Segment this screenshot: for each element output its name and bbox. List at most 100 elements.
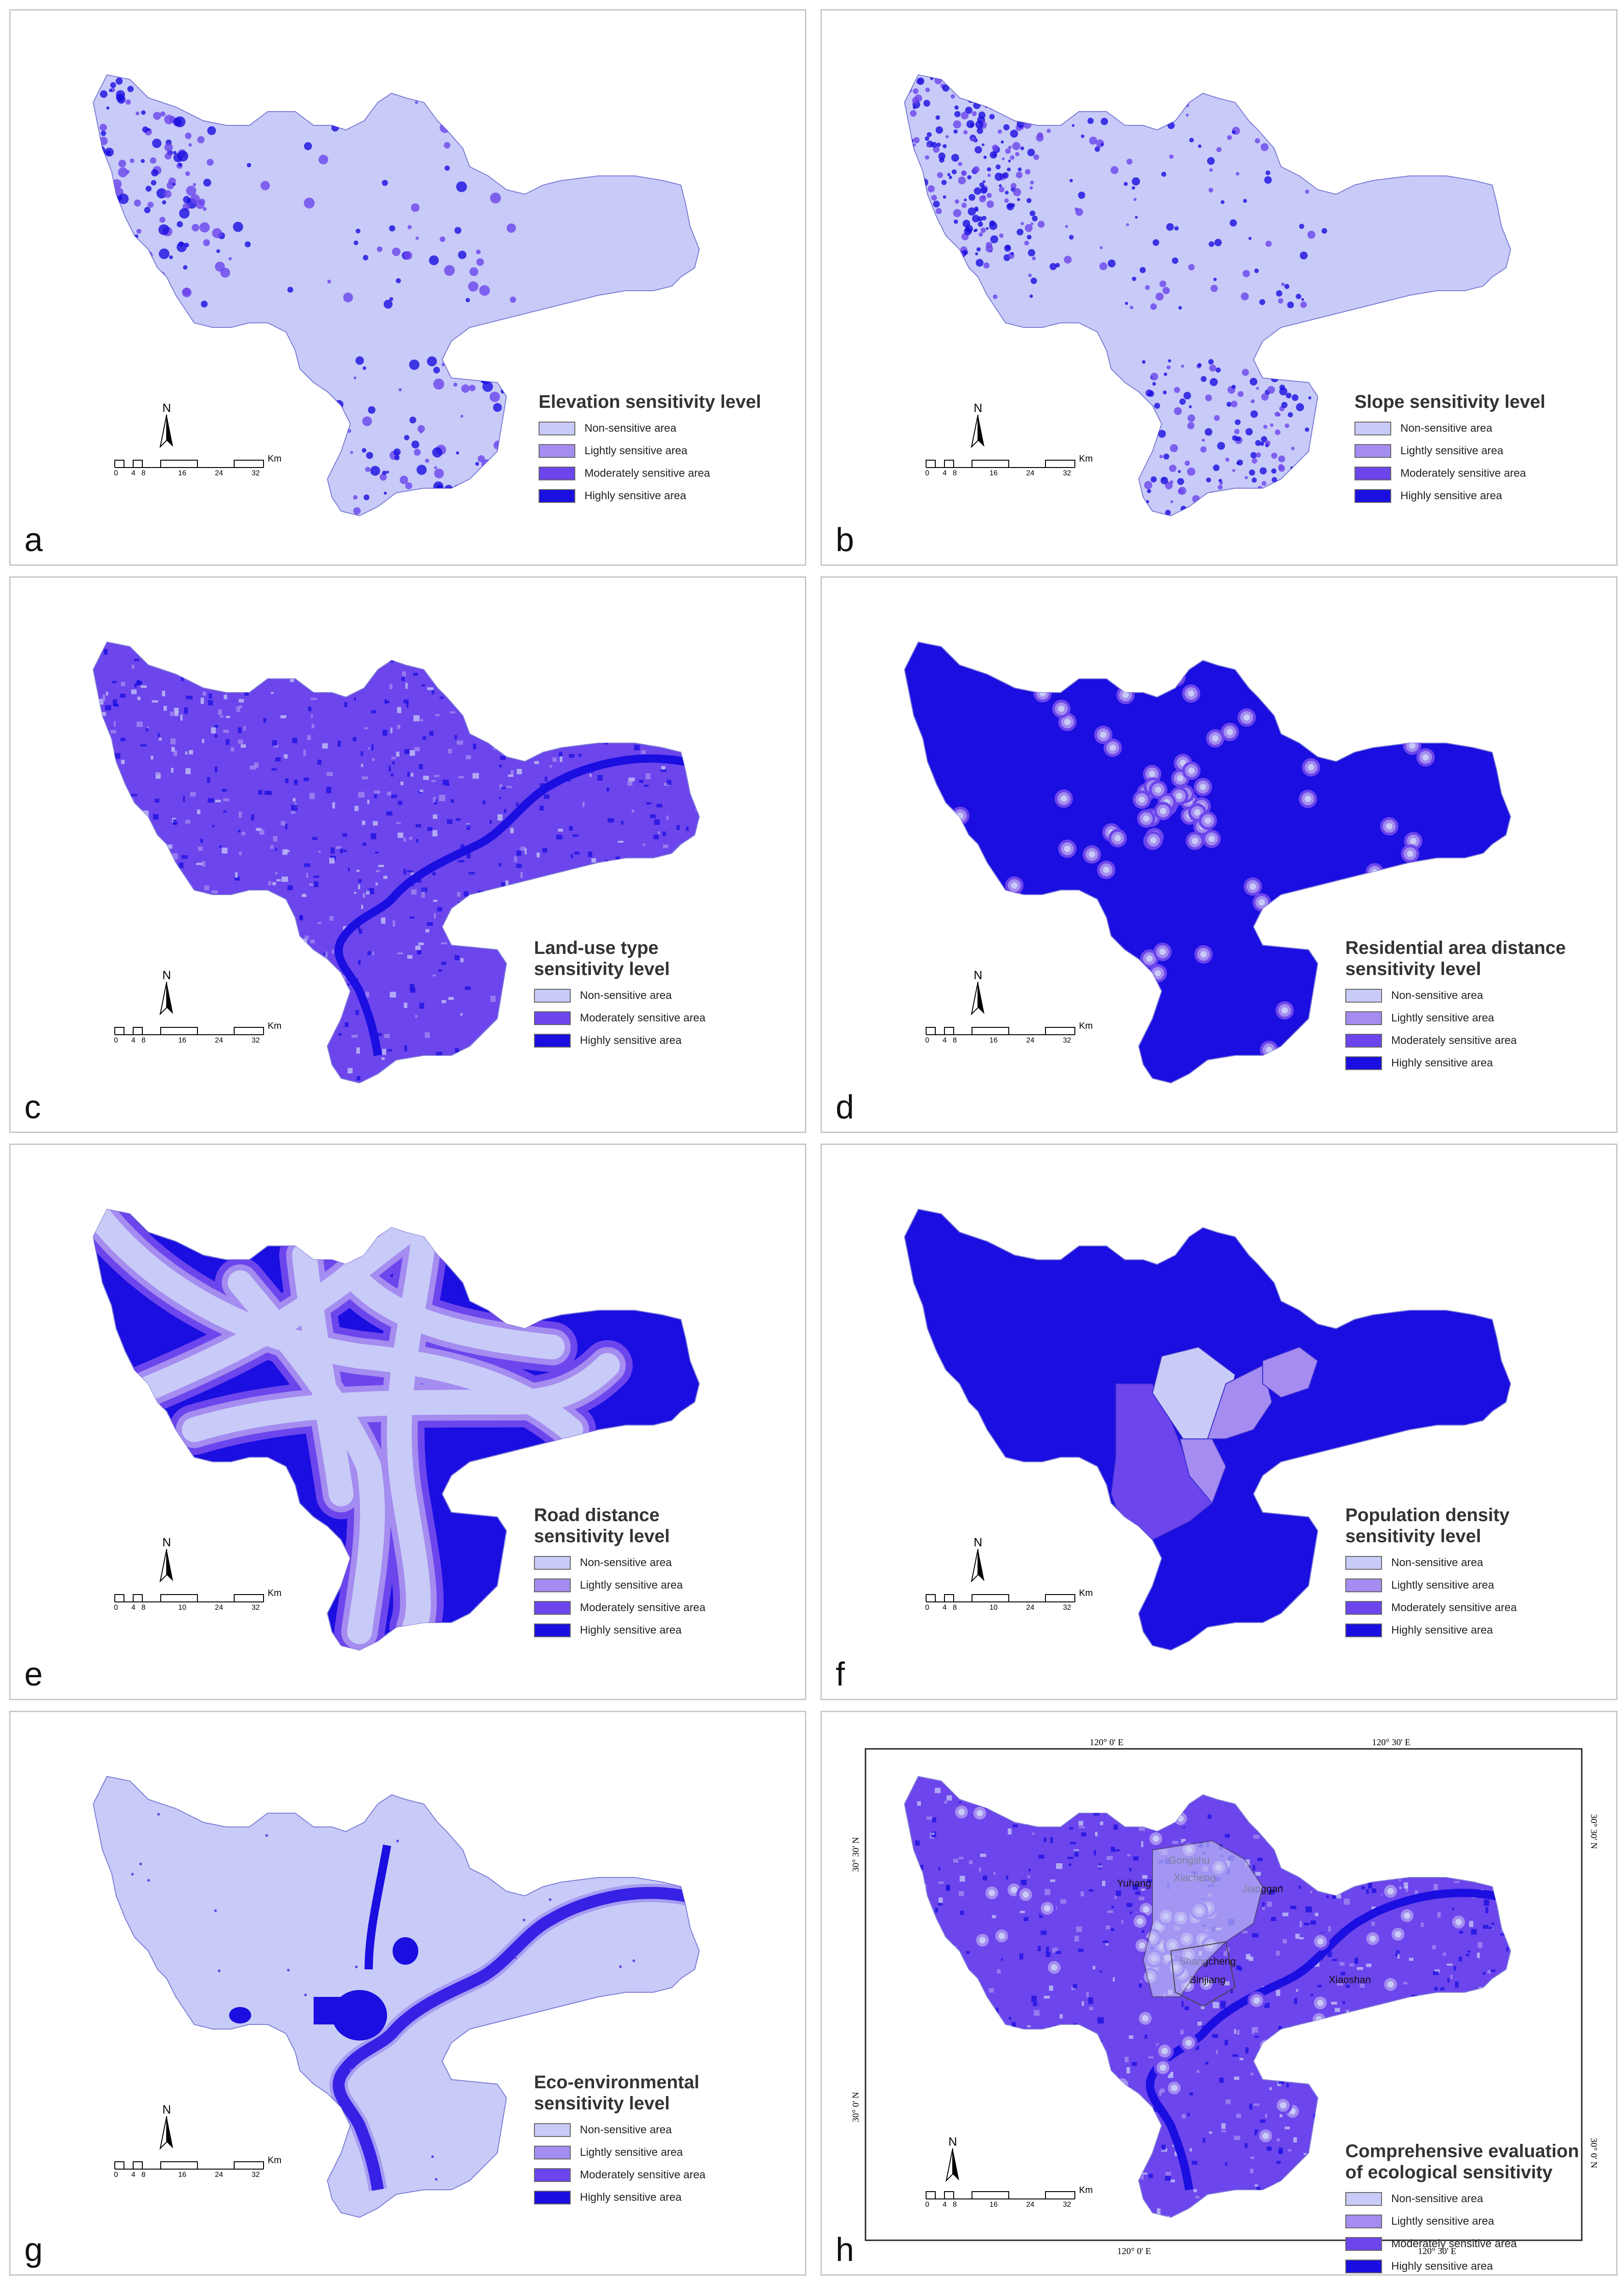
legend-item: Highly sensitive area: [1345, 1619, 1602, 1641]
scale-unit: Km: [1079, 454, 1093, 464]
north-arrow-icon: N: [157, 2103, 176, 2153]
scale-tick-label: 16: [989, 1037, 998, 1044]
scale-tick-label: 24: [1026, 469, 1034, 477]
scale-tick-label: 24: [1026, 2201, 1034, 2209]
scale-tick-label: 24: [215, 2171, 223, 2179]
panel-letter: f: [836, 1656, 845, 1693]
legend-item: Lightly sensitive area: [1354, 440, 1612, 462]
legend-label: Non-sensitive area: [584, 422, 677, 434]
north-arrow-icon: N: [157, 968, 176, 1019]
study-area-boundary: [904, 74, 1512, 517]
scale-tick-label: 8: [953, 1037, 957, 1044]
scale-unit: Km: [1079, 1021, 1093, 1031]
legend-title: Land-use type sensitivity level: [534, 938, 670, 979]
scale-bar: Km 0 4 8 10 24 32: [114, 1588, 320, 1616]
legend-title: Residential area distance sensitivity lev…: [1345, 938, 1566, 979]
scale-tick-label: 24: [215, 469, 223, 477]
scale-tick-label: 8: [141, 469, 146, 477]
scale-tick-label: 8: [141, 1037, 146, 1044]
district-label: Binjiang: [1190, 1974, 1225, 1985]
scale-tick-label: 0: [925, 2201, 929, 2209]
scale-tick-label: 16: [989, 469, 998, 477]
longitude-label: 120° 30' E: [1418, 2246, 1456, 2256]
legend-item: Lightly sensitive area: [1345, 1574, 1602, 1596]
legend-item: Lightly sensitive area: [534, 1574, 791, 1596]
legend-swatch: [1345, 988, 1382, 1003]
scale-bar: Km 0 4 8 16 24 32: [114, 1021, 320, 1048]
legend-label: Highly sensitive area: [1391, 2260, 1493, 2272]
legend-item: Highly sensitive area: [1345, 2255, 1602, 2277]
legend-item: Non-sensitive area: [534, 1551, 791, 1574]
scale-tick-label: 8: [953, 1604, 957, 1612]
legend-item: Non-sensitive area: [534, 984, 791, 1007]
latitude-label: 30° 0' N: [851, 2092, 861, 2122]
legend-label: Moderately sensitive area: [580, 1601, 706, 1614]
map-b: [904, 74, 1512, 517]
scale-tick-label: 4: [943, 1604, 947, 1612]
legend-swatch: [534, 1578, 571, 1592]
panel-letter: d: [836, 1089, 854, 1126]
legend-label: Moderately sensitive area: [1391, 1034, 1517, 1047]
north-arrow-icon: N: [969, 1535, 987, 1586]
legend-item: Highly sensitive area: [539, 485, 796, 507]
legend-swatch: [539, 444, 575, 458]
legend-title: Comprehensive evaluation of ecological se…: [1345, 2141, 1579, 2182]
scale-tick-label: 0: [114, 1604, 118, 1612]
latitude-label: 30° 30' N: [851, 1837, 861, 1872]
legend-item: Moderately sensitive area: [534, 1596, 791, 1619]
scale-unit: Km: [1079, 1588, 1093, 1598]
legend-swatch: [534, 2190, 571, 2204]
legend: Population density sensitivity level Non-s…: [1345, 1505, 1602, 1641]
scale-bar: Km 0 4 8 16 24 32: [114, 2155, 320, 2183]
legend-swatch: [534, 1033, 571, 1048]
scale-tick-label: 8: [141, 2171, 146, 2179]
scale-tick-label: 24: [1026, 1037, 1034, 1044]
panel-letter: b: [836, 522, 854, 558]
scale-tick-label: 0: [114, 469, 118, 477]
legend-label: Moderately sensitive area: [580, 1011, 706, 1024]
map-c: [92, 641, 700, 1084]
longitude-label: 120° 0' E: [1090, 1737, 1124, 1747]
legend-swatch: [534, 1601, 571, 1615]
legend-item: Non-sensitive area: [1345, 2187, 1602, 2210]
legend-title: Slope sensitivity level: [1354, 392, 1545, 412]
legend: Residential area distance sensitivity lev…: [1345, 937, 1602, 1074]
map-a: [92, 74, 700, 517]
scale-tick-label: 32: [252, 469, 260, 477]
scale-tick-label: 10: [989, 1604, 998, 1612]
legend-label: Non-sensitive area: [580, 989, 672, 1002]
map-panel-h: 120° 0' E 120° 30' E 120° 0' E 120° 30' E 30…: [820, 1711, 1618, 2276]
legend-label: Non-sensitive area: [580, 1556, 672, 1569]
scale-bar: Km 0 4 8 10 24 32: [925, 1588, 1132, 1616]
north-arrow-icon: N: [944, 2135, 962, 2185]
study-area-boundary: [92, 641, 700, 1084]
legend-swatch: [1354, 421, 1391, 435]
legend-label: Non-sensitive area: [1400, 422, 1493, 434]
legend-item: Non-sensitive area: [1354, 417, 1612, 440]
legend: Road distance sensitivity level Non-sensit…: [534, 1505, 791, 1641]
legend-label: Moderately sensitive area: [580, 2168, 706, 2181]
scale-bar: Km 0 4 8 16 24 32: [925, 1021, 1132, 1048]
legend-label: Non-sensitive area: [1391, 1556, 1484, 1569]
legend-swatch: [1345, 1011, 1382, 1025]
scale-tick-label: 24: [1026, 1604, 1034, 1612]
scale-tick-label: 32: [252, 1037, 260, 1044]
scale-unit: Km: [1079, 2185, 1093, 2195]
legend-item: Highly sensitive area: [1345, 1052, 1602, 1074]
map-panel-b: b N Km 0 4 8 16 24 32 Slope sensitivity level Non…: [820, 9, 1618, 566]
legend-swatch: [1345, 2192, 1382, 2206]
map-panel-a: a N Km 0 4 8 16 24 32 Elevation sensitivity leve…: [9, 9, 806, 566]
legend-item: Moderately sensitive area: [1345, 2232, 1602, 2255]
legend-item: Lightly sensitive area: [539, 440, 796, 462]
map-panel-e: e N Km 0 4 8 10 24 32 Road distance sensitivity l…: [9, 1144, 806, 1700]
scale-tick-label: 32: [252, 1604, 260, 1612]
legend: Comprehensive evaluation of ecological se…: [1345, 2141, 1602, 2277]
map-d: [904, 641, 1512, 1084]
north-arrow-icon: N: [969, 968, 987, 1019]
panel-letter: h: [836, 2232, 854, 2268]
scale-tick-label: 32: [1063, 1604, 1071, 1612]
legend-item: Highly sensitive area: [534, 1619, 791, 1641]
map-panel-c: c N Km 0 4 8 16 24 32 Land-use type sensitivity l…: [9, 576, 806, 1133]
map-panel-d: d N Km 0 4 8 16 24 32 Residential area distance s…: [820, 576, 1618, 1133]
district-label: Yuhang: [1117, 1877, 1152, 1889]
